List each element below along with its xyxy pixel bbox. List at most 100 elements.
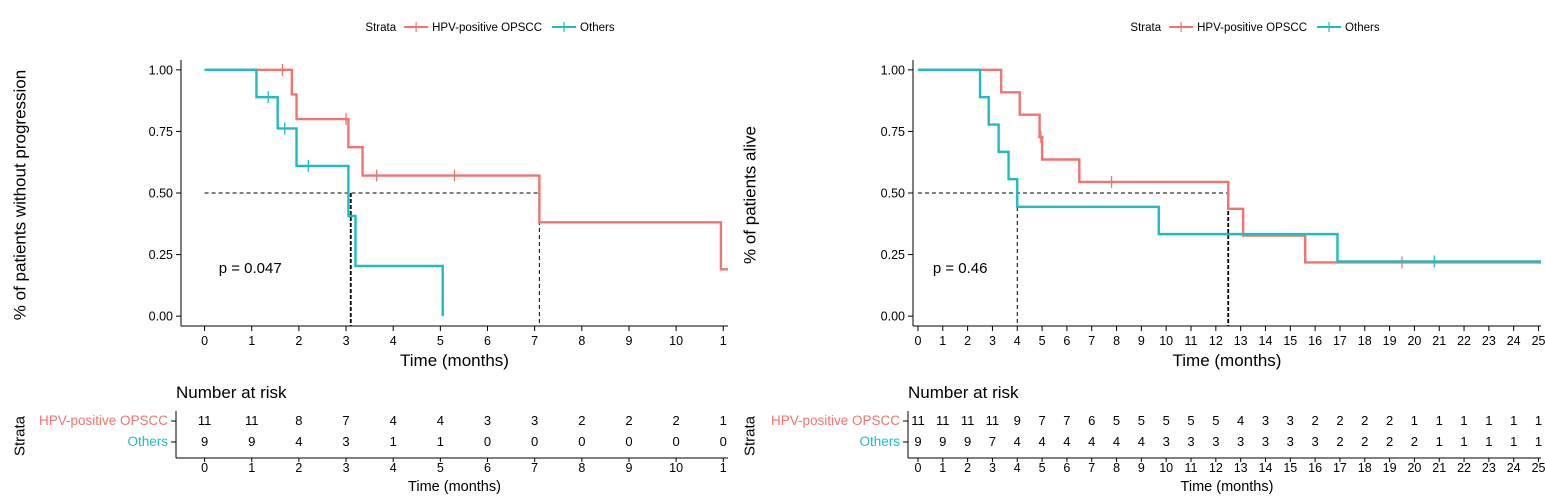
risk-count: 1 xyxy=(1510,413,1517,428)
risk-count: 9 xyxy=(201,434,208,449)
risk-count: 2 xyxy=(1386,434,1393,449)
risk-count: 11 xyxy=(198,413,212,428)
x-tick-label: 9 xyxy=(625,334,632,348)
y-tick-label: 0.75 xyxy=(149,125,173,139)
risk-count: 4 xyxy=(1014,434,1021,449)
x-tick-label: 2 xyxy=(295,334,302,348)
x-tick-label: 5 xyxy=(1039,334,1046,348)
risk-count: 2 xyxy=(1411,434,1418,449)
x-tick-label: 23 xyxy=(1482,334,1496,348)
risk-count: 11 xyxy=(245,413,259,428)
risk-count: 3 xyxy=(1262,434,1269,449)
risk-x-tick-label: 2 xyxy=(295,461,302,475)
risk-x-tick-label: 6 xyxy=(1063,461,1070,475)
x-tick-label: 18 xyxy=(1358,334,1372,348)
risk-count: 1 xyxy=(720,413,727,428)
legend-key-hpv xyxy=(404,22,429,32)
x-tick-label: 8 xyxy=(1113,334,1120,348)
x-tick-label: 12 xyxy=(1209,334,1223,348)
risk-x-tick-label: 1 xyxy=(720,461,727,475)
km-panel-os: Strata HPV-positive OPSCC Others 0.00 0.25 0.… xyxy=(741,22,1545,495)
risk-x-tick-label: 10 xyxy=(1159,461,1173,475)
risk-x-tick-label: 3 xyxy=(343,461,350,475)
risk-count: 11 xyxy=(911,413,925,428)
risk-x-tick-label: 7 xyxy=(531,461,538,475)
risk-table-x-title: Time (months) xyxy=(1181,479,1274,495)
risk-x-tick-label: 13 xyxy=(1234,461,1248,475)
x-tick-label: 7 xyxy=(531,334,538,348)
risk-count: 1 xyxy=(1436,413,1443,428)
risk-x-tick-label: 6 xyxy=(484,461,491,475)
risk-count: 9 xyxy=(964,434,971,449)
risk-count: 5 xyxy=(1187,413,1194,428)
risk-count: 11 xyxy=(986,413,1000,428)
risk-x-tick-label: 4 xyxy=(390,461,397,475)
risk-count: 2 xyxy=(1312,413,1319,428)
x-tick-label: 0 xyxy=(201,334,208,348)
risk-count: 9 xyxy=(1014,413,1021,428)
risk-x-tick-label: 0 xyxy=(201,461,208,475)
x-tick-label: 4 xyxy=(390,334,397,348)
x-tick-label: 3 xyxy=(989,334,996,348)
x-axis-title: Time (months) xyxy=(400,351,509,370)
risk-count: 1 xyxy=(1460,413,1467,428)
risk-table-title: Number at risk xyxy=(908,383,1019,402)
y-tick-label: 1.00 xyxy=(881,63,905,77)
risk-x-tick-label: 24 xyxy=(1507,461,1521,475)
risk-count: 2 xyxy=(1336,434,1343,449)
risk-x-tick-label: 3 xyxy=(989,461,996,475)
x-axis-title: Time (months) xyxy=(1173,351,1282,370)
legend-key-others xyxy=(552,22,577,32)
legend-key-hpv xyxy=(1169,22,1194,32)
risk-count: 4 xyxy=(437,413,444,428)
risk-count: 4 xyxy=(1237,413,1244,428)
risk-count: 3 xyxy=(1237,434,1244,449)
risk-count: 6 xyxy=(1088,413,1095,428)
risk-count: 1 xyxy=(437,434,444,449)
x-tick-label: 1 xyxy=(720,334,727,348)
x-tick-label: 7 xyxy=(1088,334,1095,348)
x-tick-label: 24 xyxy=(1507,334,1521,348)
legend-key-others xyxy=(1317,22,1342,32)
x-tick-label: 14 xyxy=(1259,334,1273,348)
risk-x-tick-label: 22 xyxy=(1457,461,1471,475)
p-value-annotation: p = 0.46 xyxy=(933,260,988,277)
risk-count: 3 xyxy=(1262,413,1269,428)
legend-title: Strata xyxy=(365,22,396,34)
survival-curve-others xyxy=(917,68,1541,263)
risk-count: 7 xyxy=(989,434,996,449)
risk-count: 2 xyxy=(1386,413,1393,428)
risk-x-tick-label: 8 xyxy=(1113,461,1120,475)
risk-x-tick-label: 0 xyxy=(914,461,921,475)
risk-x-tick-label: 1 xyxy=(248,461,255,475)
y-tick-label: 0.25 xyxy=(881,248,905,262)
risk-table-x-title: Time (months) xyxy=(408,479,501,495)
risk-count: 11 xyxy=(961,413,975,428)
x-tick-label: 20 xyxy=(1407,334,1421,348)
risk-count: 0 xyxy=(673,434,680,449)
survival-curve-others xyxy=(204,68,444,317)
risk-count: 3 xyxy=(342,434,349,449)
y-tick-label: 0.25 xyxy=(149,248,173,262)
risk-count: 8 xyxy=(295,413,302,428)
risk-x-tick-label: 17 xyxy=(1333,461,1347,475)
x-tick-label: 25 xyxy=(1532,334,1545,348)
risk-count: 4 xyxy=(1088,434,1095,449)
risk-count: 2 xyxy=(1361,434,1368,449)
x-tick-label: 9 xyxy=(1138,334,1145,348)
x-tick-label: 1 xyxy=(939,334,946,348)
risk-count: 5 xyxy=(1212,413,1219,428)
risk-count: 1 xyxy=(1535,434,1542,449)
risk-count: 11 xyxy=(936,413,950,428)
risk-x-tick-label: 19 xyxy=(1383,461,1397,475)
risk-x-tick-label: 10 xyxy=(669,461,683,475)
legend: Strata HPV-positive OPSCC Others xyxy=(1130,22,1380,34)
risk-count: 1 xyxy=(1535,413,1542,428)
x-tick-label: 8 xyxy=(578,334,585,348)
risk-count: 5 xyxy=(1138,413,1145,428)
risk-count: 3 xyxy=(1187,434,1194,449)
risk-count: 3 xyxy=(1312,434,1319,449)
risk-count: 2 xyxy=(1361,413,1368,428)
